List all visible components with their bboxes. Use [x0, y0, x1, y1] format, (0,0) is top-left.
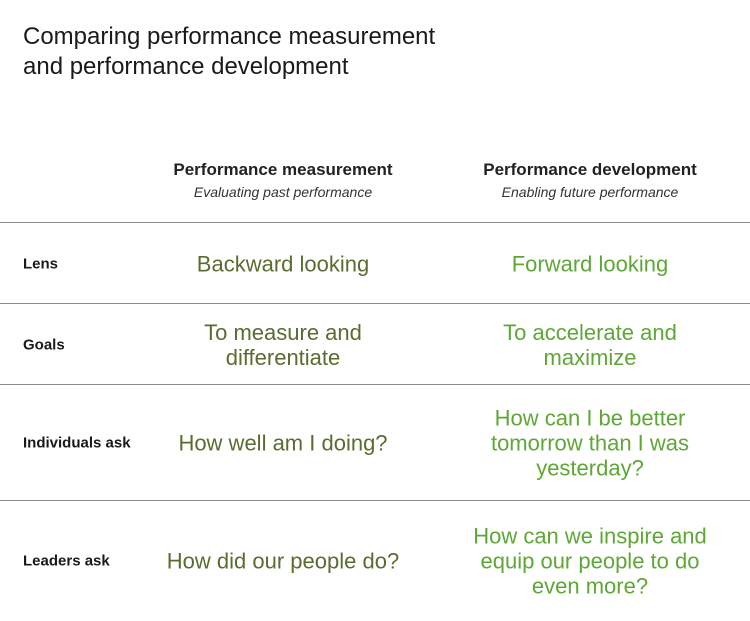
measurement-cell: Backward looking — [196, 251, 370, 276]
column-header-development: Performance development Enabling future … — [440, 158, 740, 202]
column-header-measurement: Performance measurement Evaluating past … — [133, 158, 433, 202]
development-cell: Forward looking — [511, 251, 669, 276]
measurement-cell: How well am I doing? — [178, 430, 388, 456]
row-label: Goals — [23, 336, 65, 353]
measurement-cell: To measure and differentiate — [204, 319, 362, 370]
table-row: Goals To measure and differentiate To ac… — [0, 303, 750, 385]
column-heading: Performance development — [483, 160, 697, 179]
column-subheading: Enabling future performance — [501, 184, 679, 200]
table-row: Individuals ask How well am I doing? How… — [0, 384, 750, 501]
development-cell: How can we inspire and equip our people … — [473, 523, 707, 599]
row-label: Lens — [23, 255, 59, 272]
row-label: Leaders ask — [23, 552, 110, 570]
row-label: Individuals ask — [23, 434, 131, 452]
table-row: Lens Backward looking Forward looking — [0, 222, 750, 304]
column-heading: Performance measurement — [173, 160, 393, 179]
development-cell: To accelerate and maximize — [503, 319, 677, 370]
column-subheading: Evaluating past performance — [193, 184, 373, 200]
table-row: Leaders ask How did our people do? How c… — [0, 500, 750, 621]
measurement-cell: How did our people do? — [166, 548, 400, 574]
page-title: Comparing performance measurement and pe… — [23, 23, 436, 80]
development-cell: How can I be better tomorrow than I was … — [490, 405, 690, 481]
